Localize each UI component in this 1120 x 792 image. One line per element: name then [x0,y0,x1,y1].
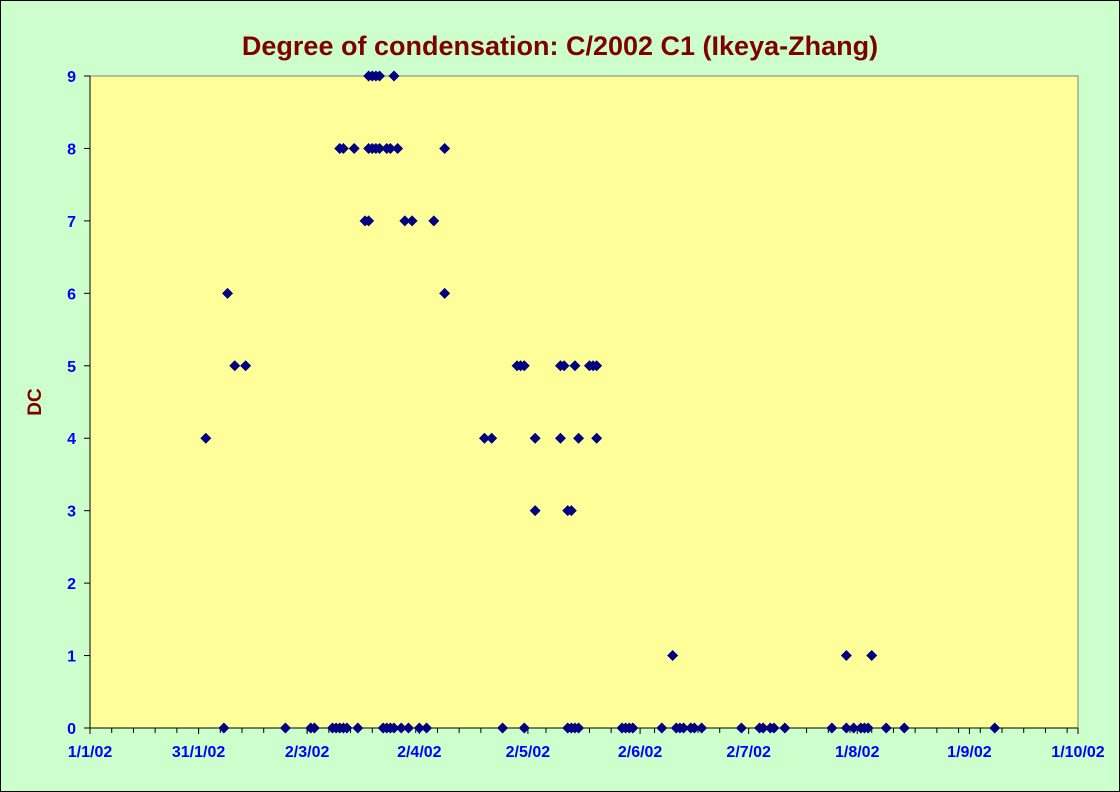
data-point [388,70,400,82]
data-point [240,360,252,372]
data-point [573,432,585,444]
data-point [696,722,708,734]
data-point [374,70,386,82]
data-point [413,722,425,734]
data-point [421,722,433,734]
data-point [486,432,498,444]
data-point [656,722,668,734]
data-point [569,360,581,372]
data-point [518,722,530,734]
data-point [627,722,639,734]
y-axis: 0 1 2 3 4 5 6 7 8 9 [67,69,91,738]
data-point [898,722,910,734]
y-tick-label: 8 [67,141,76,158]
data-point [826,722,838,734]
data-point [200,432,212,444]
data-point [399,215,411,227]
y-tick-label: 5 [67,359,76,376]
y-tick-label: 7 [67,214,76,231]
data-point [735,722,747,734]
x-tick-label: 2/7/02 [726,744,771,761]
data-point [529,432,541,444]
data-point [395,722,407,734]
data-point [591,360,603,372]
data-point [279,722,291,734]
data-point [529,505,541,517]
data-point [573,722,585,734]
y-tick-label: 1 [67,649,76,666]
data-point [439,142,451,154]
x-tick-label: 2/4/02 [397,744,442,761]
x-tick-label: 2/5/02 [506,744,551,761]
data-point [768,722,780,734]
data-point [229,360,241,372]
x-axis: 1/1/02 31/1/02 2/3/02 2/4/02 2/5/02 2/6/02 2/7… [68,727,1105,761]
plot-area [89,75,1079,729]
data-point [402,722,414,734]
chart-title: Degree of condensation: C/2002 C1 (Ikeya… [241,31,879,61]
x-tick-label: 2/3/02 [285,744,330,761]
data-point [862,722,874,734]
data-point [218,722,230,734]
y-tick-label: 6 [67,286,76,303]
data-point [363,215,375,227]
y-tick-label: 0 [67,721,76,738]
y-tick-label: 2 [67,576,76,593]
data-point [678,722,690,734]
y-tick-label: 3 [67,504,76,521]
data-point [352,722,364,734]
data-point [308,722,320,734]
x-tick-label: 1/1/02 [68,744,113,761]
data-point [880,722,892,734]
y-tick-label: 4 [67,431,76,448]
data-points [200,70,1001,734]
data-point [989,722,1001,734]
data-point [518,360,530,372]
data-point [757,722,769,734]
data-point [439,287,451,299]
x-tick-label: 1/8/02 [835,744,880,761]
data-point [392,142,404,154]
data-point [497,722,509,734]
x-tick-label: 31/1/02 [172,744,225,761]
x-tick-label: 1/10/02 [1051,744,1104,761]
data-point [388,722,400,734]
data-point [840,650,852,662]
x-tick-label: 2/6/02 [618,744,663,761]
y-axis-label: DC [25,388,46,416]
data-point [848,722,860,734]
data-point [565,505,577,517]
data-point [341,722,353,734]
data-point [374,142,386,154]
data-point [348,142,360,154]
data-point [478,432,490,444]
data-point [337,142,349,154]
data-point [384,142,396,154]
data-point [591,432,603,444]
data-point [866,650,878,662]
data-point [222,287,234,299]
x-tick-label: 1/9/02 [947,744,992,761]
data-point [688,722,700,734]
y-tick-label: 9 [67,69,76,86]
data-point [406,215,418,227]
data-point [840,722,852,734]
data-point [428,215,440,227]
data-point [554,432,566,444]
data-point [779,722,791,734]
data-point [558,360,570,372]
data-point [667,650,679,662]
